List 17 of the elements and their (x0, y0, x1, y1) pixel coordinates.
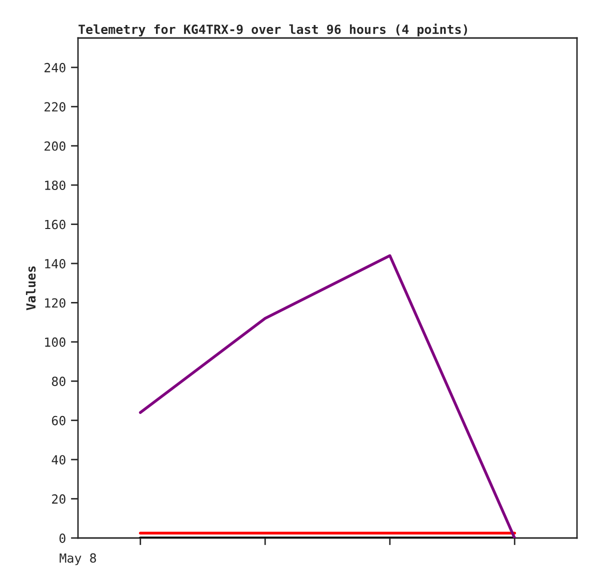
text: May 8 (60, 553, 96, 566)
y-tick-label: 40 (52, 455, 66, 465)
y-tick-label: 160 (45, 220, 66, 230)
y-tick-label: 220 (44, 102, 66, 112)
chart-title: Telemetry for KG4TRX-9 over last 96 hours (4 points) (78, 24, 467, 36)
y-tick-label: 120 (45, 298, 66, 308)
y-tick-label: 60 (52, 416, 66, 426)
y-tick-label: 20 (52, 494, 66, 504)
y-tick-label: 80 (52, 376, 66, 386)
y-tick-label: 100 (45, 337, 66, 347)
y-tick-label: 240 (44, 62, 66, 72)
y-axis-title: Values (26, 266, 36, 310)
y-tick-label: 180 (45, 180, 66, 190)
y-tick-label: 200 (44, 141, 66, 151)
y-tick-label: 140 (45, 258, 66, 268)
y-tick-label: 0 (59, 534, 66, 543)
line-series (138, 254, 516, 538)
